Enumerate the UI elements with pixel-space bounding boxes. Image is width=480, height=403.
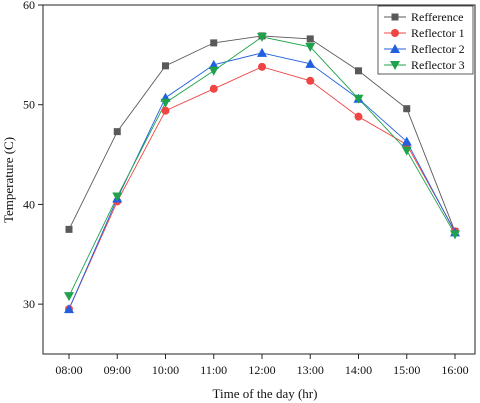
data-point: [306, 35, 314, 43]
series-line-3: [68, 52, 456, 310]
legend-marker: [391, 13, 399, 21]
legend-label: Refference: [411, 10, 463, 24]
y-tick-label: 40: [23, 197, 35, 211]
data-point: [257, 32, 267, 42]
x-tick-label: 15:00: [393, 363, 420, 377]
legend-label: Reflector 3: [411, 58, 465, 72]
x-tick-label: 09:00: [104, 363, 131, 377]
legend: Refference Reflector 1 Reflector 2 Reflecto…: [377, 5, 474, 75]
data-point: [305, 58, 316, 68]
legend-label: Reflector 2: [411, 42, 465, 56]
legend-marker: [391, 29, 399, 37]
data-point: [65, 225, 73, 233]
data-point: [401, 136, 412, 146]
data-point: [162, 62, 169, 70]
y-axis: 30 40 50 60: [23, 0, 43, 311]
series-line-4: [68, 36, 456, 297]
x-axis: 08:00 09:00 10:00 11:00 12:00 13:00 14:00 15:00…: [55, 354, 469, 377]
data-point: [208, 59, 219, 69]
data-point: [401, 146, 412, 156]
x-tick-label: 13:00: [297, 363, 324, 377]
data-point: [112, 192, 123, 202]
data-point: [403, 105, 411, 113]
x-tick-label: 10:00: [152, 363, 179, 377]
data-point: [210, 39, 218, 47]
x-tick-label: 08:00: [55, 363, 82, 377]
x-axis-title: Time of the day (hr): [213, 386, 318, 401]
data-point: [450, 230, 460, 240]
data-point: [208, 66, 219, 76]
series-lines: [68, 35, 456, 310]
data-point: [354, 112, 363, 121]
data-point: [113, 128, 121, 136]
data-point: [257, 47, 267, 57]
data-point: [209, 84, 218, 93]
y-axis-title: Temperature (C): [1, 137, 16, 223]
data-point: [161, 106, 170, 115]
data-point: [306, 76, 315, 85]
data-point: [353, 94, 364, 104]
legend-marker: [390, 61, 400, 70]
legend-marker: [390, 44, 400, 53]
plot-frame: [42, 4, 476, 355]
data-point: [64, 292, 74, 302]
legend-label: Reflector 1: [411, 26, 465, 40]
data-point: [160, 98, 171, 108]
series-line-2: [68, 66, 456, 310]
y-tick-label: 60: [23, 0, 35, 12]
data-point: [355, 67, 362, 75]
x-tick-label: 14:00: [345, 363, 372, 377]
data-point: [258, 62, 266, 71]
data-point: [64, 304, 74, 314]
data-point: [305, 42, 316, 52]
x-tick-label: 11:00: [200, 363, 227, 377]
y-tick-label: 50: [23, 98, 35, 112]
x-tick-label: 12:00: [248, 363, 275, 377]
x-tick-label: 16:00: [441, 363, 468, 377]
y-tick-label: 30: [23, 297, 35, 311]
series-markers: [64, 32, 460, 314]
